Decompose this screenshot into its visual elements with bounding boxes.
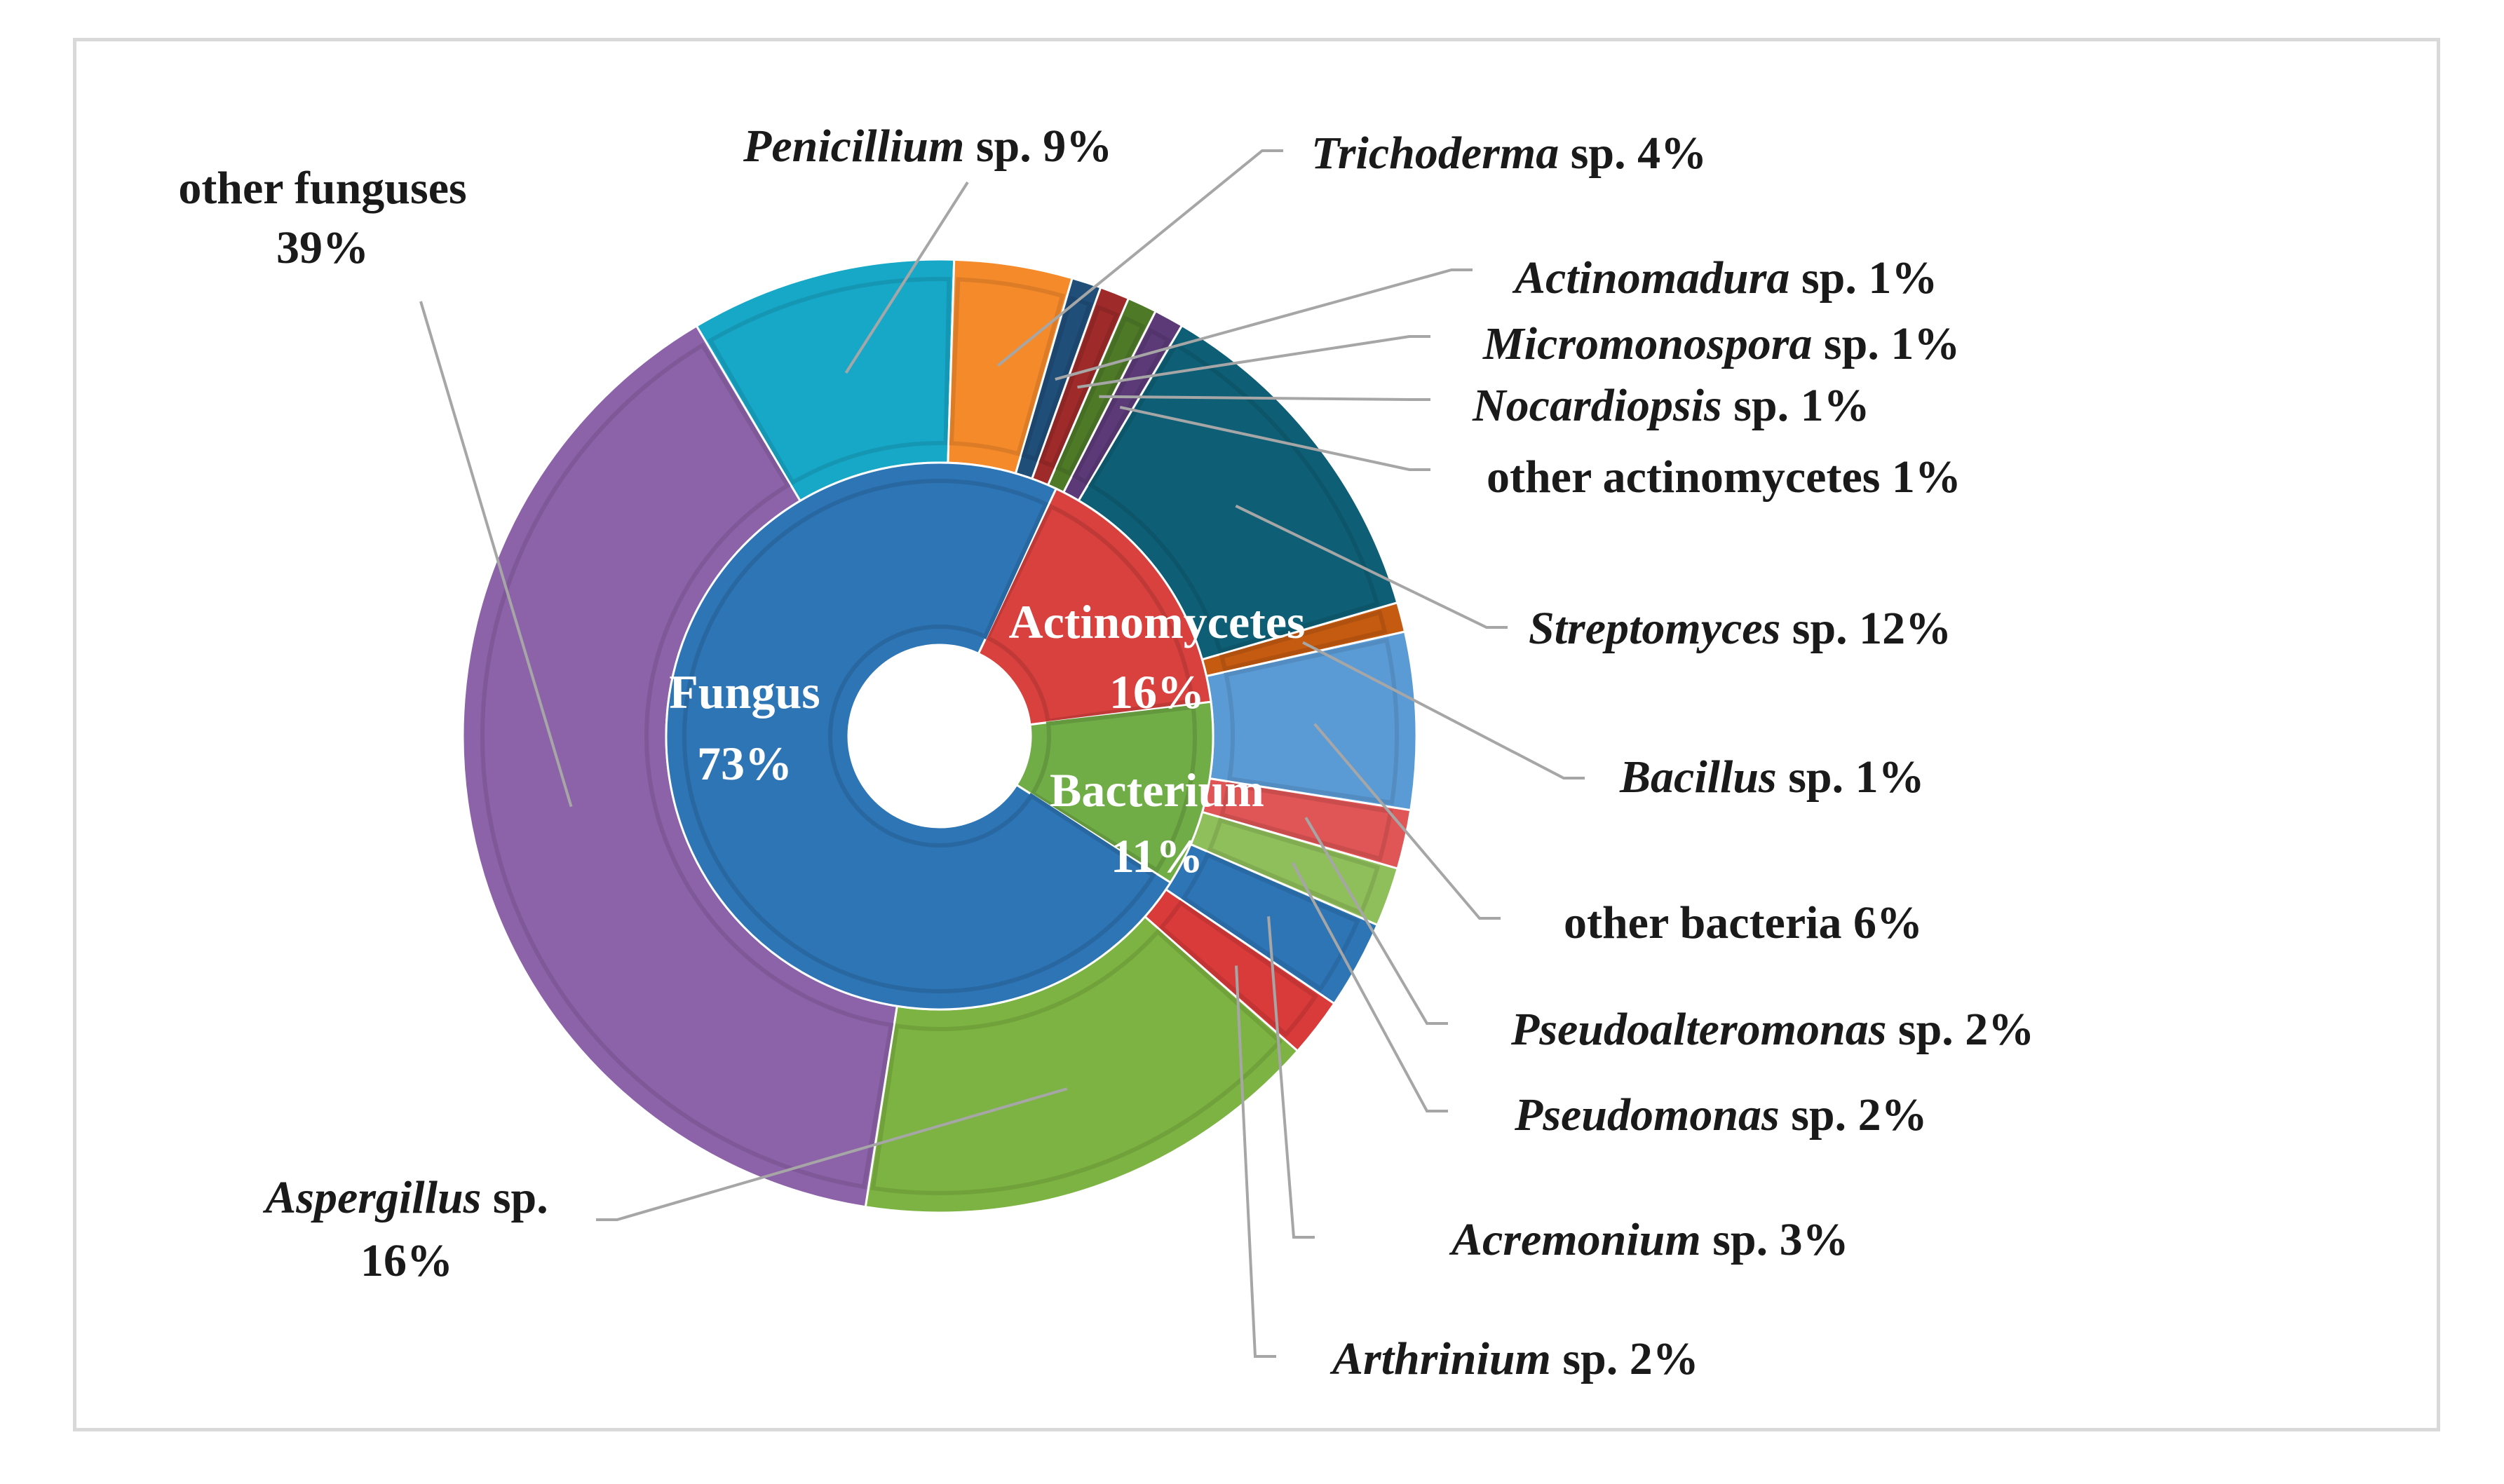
label-suffix: sp. 1% [1777,751,1925,803]
outer-label-percent-other-funguses: 39% [276,222,369,273]
outer-slice-bevel [480,342,894,1190]
label-suffix: sp. 1% [1722,380,1870,431]
outer-label-aspergillus-sp: Aspergillus sp. [262,1172,548,1223]
inner-label-fungus: Fungus [669,665,820,719]
leader-line-penicillium-sp-9 [844,181,969,374]
label-genus: Pseudomonas [1514,1089,1780,1141]
outer-slice-bevel [1181,852,1360,992]
leader-line-arthrinium-sp-2 [1235,965,1276,1358]
leader-line-other-bacteria-6 [1313,723,1501,920]
label-genus: Streptomyces [1529,603,1780,654]
label-genus: Acremonium [1449,1214,1701,1265]
inner-slice-bevel [1029,704,1197,873]
outer-label-trichoderma-sp-4: Trichoderma sp. 4% [1311,128,1707,179]
outer-slice-bevel [1219,610,1388,672]
label-suffix: sp. 2% [1886,1004,2034,1055]
outer-slice-bevel [708,277,952,486]
leader-line-acremonium-sp-3 [1267,916,1315,1239]
outer-label-bacillus-sp-1: Bacillus sp. 1% [1619,751,1925,803]
doughnut-hole [850,646,1029,826]
outer-slice-bevel [1038,304,1120,469]
outer-slice-bevel [1072,327,1171,486]
label-genus: Micromonospora [1482,318,1812,369]
label-suffix: sp. 2% [1780,1089,1928,1141]
leader-line-aspergillus-sp [596,1087,1068,1221]
label-suffix: sp. 1% [1812,318,1960,369]
label-suffix: sp. 12% [1780,603,1951,654]
label-genus: Nocardiopsis [1472,380,1722,431]
label-genus: Penicillium [743,121,964,172]
inner-value-bacterium: 11% [1111,829,1203,883]
inner-slice-bevel [984,503,1195,724]
outer-label-other-bacteria-6: other bacteria 6% [1564,897,1923,948]
outer-label-arthrinium-sp-2: Arthrinium sp. 2% [1329,1333,1699,1384]
leader-line-pseudomonas-sp-2 [1291,862,1448,1112]
outer-label-micromonospora-sp-1: Micromonospora sp. 1% [1482,318,1960,369]
leader-line-other-actinomycetes-1 [1119,405,1430,471]
outer-slice-bevel [1219,782,1393,862]
inner-slice-bevel [682,479,1157,993]
outer-label-percent-aspergillus-sp: 16% [360,1235,453,1286]
label-suffix: sp. [481,1172,548,1223]
label-suffix: sp. 2% [1551,1333,1699,1384]
leader-line-nocardiopsis-sp-1 [1099,395,1430,401]
inner-label-bacterium: Bacterium [1050,763,1264,817]
leader-line-micromonospora-sp-1 [1077,335,1430,389]
outer-slice-bevel [1158,899,1319,1038]
outer-label-penicillium-sp-9: Penicillium sp. 9% [743,121,1112,172]
label-genus: Actinomadura [1512,252,1789,304]
label-suffix: sp. 1% [1789,252,1937,304]
inner-label-actinomycetes: Actinomycetes [1009,595,1306,648]
label-suffix: sp. 9% [964,121,1112,172]
leader-line-bacillus-sp-1 [1302,641,1585,780]
leader-line-trichoderma-sp-4 [996,149,1283,367]
outer-label-streptomyces-sp-12: Streptomyces sp. 12% [1529,603,1951,654]
label-genus: Aspergillus [262,1172,481,1223]
inner-slice-actinomycetes [977,487,1212,726]
inner-slice-fungus [665,461,1172,1011]
label-genus: Bacillus [1619,751,1777,803]
label-suffix: other bacteria 6% [1564,897,1923,948]
leader-line-pseudoalteromonas-sp-2 [1304,817,1448,1025]
outer-label-other-actinomycetes-1: other actinomycetes 1% [1487,451,1961,503]
label-suffix: other actinomycetes 1% [1487,451,1961,503]
outer-label-actinomadura-sp-1: Actinomadura sp. 1% [1512,252,1937,304]
label-genus: Arthrinium [1329,1333,1551,1384]
inner-value-fungus: 73% [697,737,792,790]
label-suffix: sp. 4% [1559,128,1707,179]
outer-slice-bevel [1088,341,1380,654]
outer-slice-bevel [949,277,1065,457]
label-suffix: other funguses [178,163,466,214]
outer-slice-bevel [870,929,1283,1195]
outer-label-pseudoalteromonas-sp-2: Pseudoalteromonas sp. 2% [1510,1004,2034,1055]
inner-value-actinomycetes: 16% [1109,665,1205,719]
outer-slice-bevel [1207,817,1381,916]
leader-line-actinomadura-sp-1 [1055,268,1473,381]
label-genus: Trichoderma [1311,128,1559,179]
label-suffix: sp. 3% [1701,1214,1849,1265]
label-genus: Pseudoalteromonas [1510,1004,1886,1055]
outer-slice-bevel [1055,315,1146,477]
outer-label-acremonium-sp-3: Acremonium sp. 3% [1449,1214,1849,1265]
leader-line-streptomyces-sp-12 [1235,504,1508,629]
outer-label-pseudomonas-sp-2: Pseudomonas sp. 2% [1514,1089,1928,1141]
inner-slice-bacterium [1015,700,1214,885]
outer-label-nocardiopsis-sp-1: Nocardiopsis sp. 1% [1472,380,1870,431]
leader-line-other-funguses [419,301,573,808]
outer-label-other-funguses: other funguses [178,163,466,214]
